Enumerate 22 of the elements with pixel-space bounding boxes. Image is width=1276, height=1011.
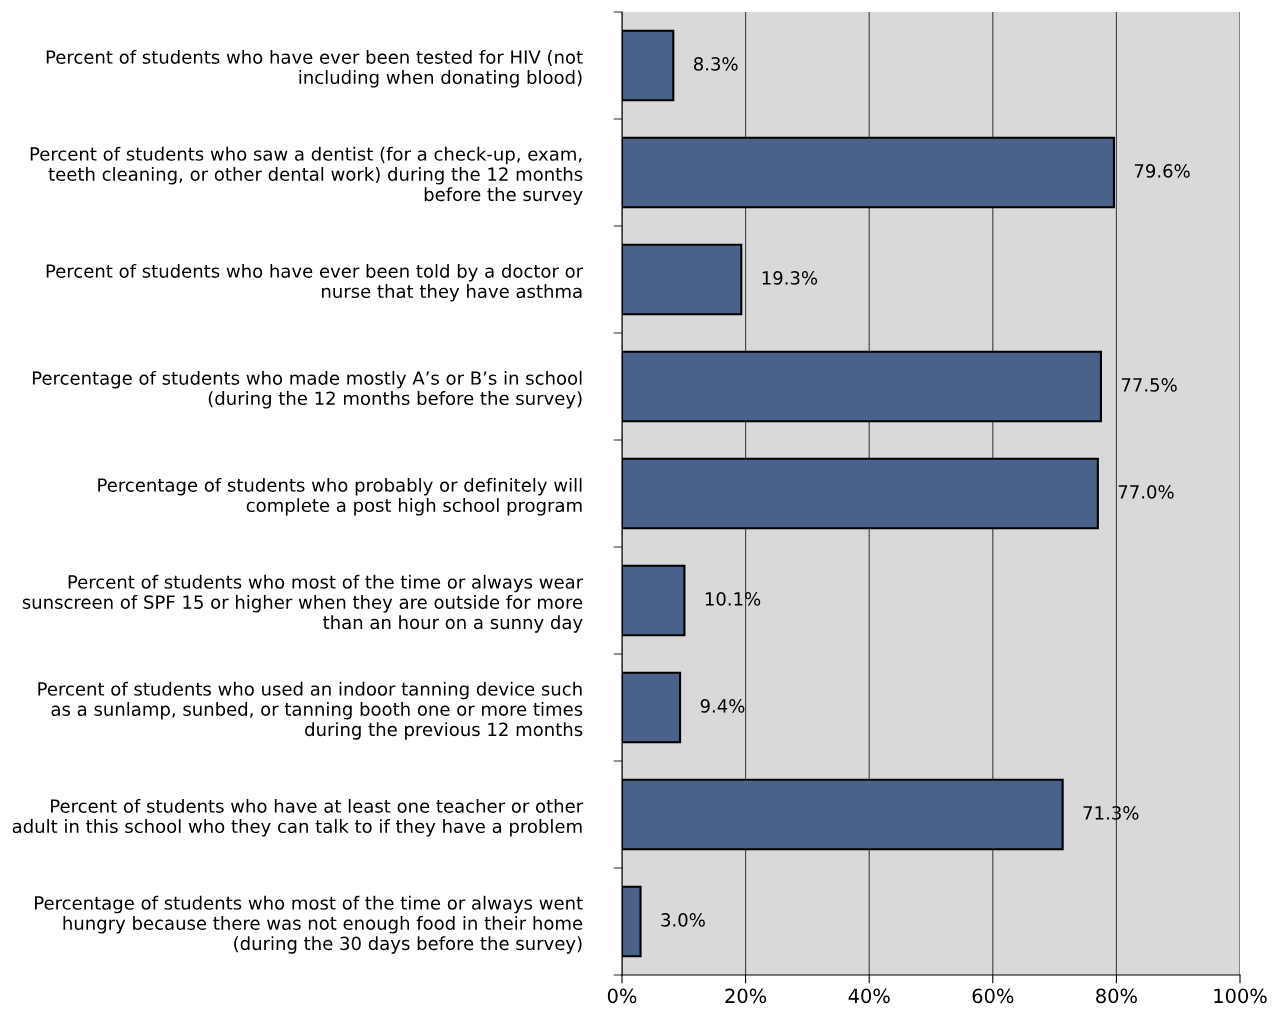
x-tick-label: 0% xyxy=(607,988,637,1004)
y-tick-label: Percent of students who most of the time or always wear sunscreen of SPF 15 or higher when they are outside for more than an hour on a sunny day xyxy=(22,574,584,633)
y-tick-label: Percent of students who used an indoor tanning device such as a sunlamp, sunbed, or tanning booth one or more times during the previous 12 months xyxy=(38,681,583,740)
data-label: 19.3% xyxy=(762,271,818,285)
data-label: 77.0% xyxy=(1118,485,1174,499)
x-tick-label: 40% xyxy=(848,988,890,1004)
y-tick-label: Percent of students who have ever been tested for HIV (not including when donating blood) xyxy=(46,49,583,88)
y-tick-label: Percentage of students who made mostly A’s or B’s in school (during the 12 months before the survey) xyxy=(32,370,582,409)
y-tick-label: Percentage of students who probably or definitely will complete a post high school program xyxy=(98,477,582,516)
x-tick-label: 20% xyxy=(725,988,767,1004)
data-label: 79.6% xyxy=(1134,164,1190,178)
y-tick-label: Percent of students who have at least one teacher or other adult in this school who they can talk to if they have a problem xyxy=(12,798,584,837)
y-tick-label: Percentage of students who most of the time or always went hungry because there was not enough food in their home (during the 30 days before the survey) xyxy=(35,895,583,954)
data-label: 8.3% xyxy=(693,57,738,71)
x-tick-label: 80% xyxy=(1096,988,1137,1004)
y-tick-label: Percent of students who saw a dentist (for a check-up, exam, teeth cleaning, or other dental work) during the 12 months before the survey xyxy=(30,146,583,205)
data-label: 9.4% xyxy=(700,699,745,713)
data-label: 77.5% xyxy=(1121,378,1177,392)
x-tick-label: 100% xyxy=(1214,988,1267,1004)
y-tick-label: Percent of students who have ever been told by a doctor or nurse that they have asthma xyxy=(46,263,584,302)
x-tick-label: 60% xyxy=(972,988,1014,1004)
data-label: 3.0% xyxy=(661,913,705,927)
